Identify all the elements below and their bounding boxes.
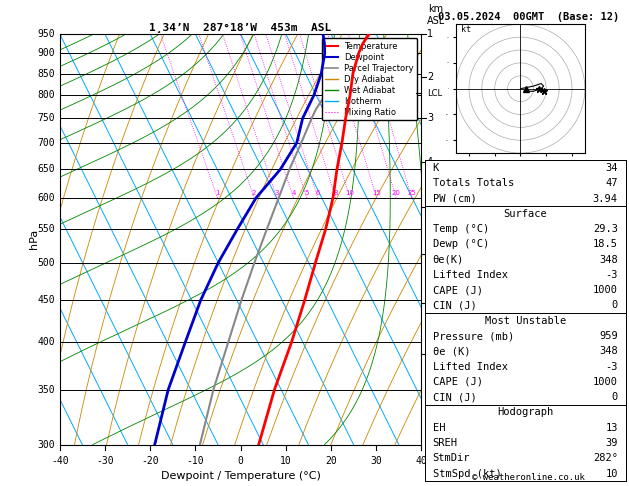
Text: θe (K): θe (K)	[433, 347, 470, 356]
Text: Temp (°C): Temp (°C)	[433, 224, 489, 234]
Text: 13: 13	[605, 423, 618, 433]
Text: 1000: 1000	[593, 285, 618, 295]
Text: CAPE (J): CAPE (J)	[433, 377, 482, 387]
Text: 3.94: 3.94	[593, 193, 618, 204]
Text: Dewp (°C): Dewp (°C)	[433, 240, 489, 249]
Text: 2: 2	[427, 71, 433, 82]
Text: 6: 6	[427, 248, 433, 259]
Text: 5: 5	[427, 202, 433, 212]
Text: 500: 500	[38, 258, 55, 268]
Text: 5: 5	[304, 190, 309, 196]
Text: 282°: 282°	[593, 453, 618, 463]
Text: 0: 0	[611, 300, 618, 311]
Text: 2: 2	[252, 190, 256, 196]
Text: -3: -3	[605, 362, 618, 372]
Title: 1¸34’N  287°18’W  453m  ASL: 1¸34’N 287°18’W 453m ASL	[150, 22, 331, 32]
Text: 34: 34	[605, 163, 618, 173]
Text: 750: 750	[38, 113, 55, 123]
Text: 3: 3	[274, 190, 279, 196]
Text: 8: 8	[333, 190, 338, 196]
Text: 550: 550	[38, 224, 55, 234]
Text: 0: 0	[238, 456, 243, 466]
Bar	[425, 160, 626, 206]
Text: CIN (J): CIN (J)	[433, 392, 476, 402]
Text: 3: 3	[427, 113, 433, 123]
Text: 8: 8	[427, 349, 433, 359]
Text: 30: 30	[370, 456, 382, 466]
Text: 39: 39	[605, 438, 618, 448]
Text: 15: 15	[372, 190, 381, 196]
Text: 950: 950	[38, 29, 55, 39]
Text: PW (cm): PW (cm)	[433, 193, 476, 204]
Text: © weatheronline.co.uk: © weatheronline.co.uk	[472, 473, 585, 482]
Text: 03.05.2024  00GMT  (Base: 12): 03.05.2024 00GMT (Base: 12)	[438, 12, 619, 22]
Text: CAPE (J): CAPE (J)	[433, 285, 482, 295]
Text: EH: EH	[433, 423, 445, 433]
Text: hPa: hPa	[30, 229, 40, 249]
Text: K: K	[433, 163, 439, 173]
Text: -20: -20	[142, 456, 159, 466]
Text: -40: -40	[51, 456, 69, 466]
Text: Hodograph: Hodograph	[497, 407, 554, 417]
Text: Surface: Surface	[503, 209, 547, 219]
Text: 348: 348	[599, 255, 618, 265]
Text: 18.5: 18.5	[593, 240, 618, 249]
Text: SREH: SREH	[433, 438, 458, 448]
Text: -10: -10	[187, 456, 204, 466]
Text: 20: 20	[392, 190, 401, 196]
Text: 348: 348	[599, 347, 618, 356]
Text: 10: 10	[605, 469, 618, 479]
Text: Lifted Index: Lifted Index	[433, 270, 508, 280]
Text: 1: 1	[427, 29, 433, 39]
Text: 700: 700	[38, 138, 55, 148]
Text: θe(K): θe(K)	[433, 255, 464, 265]
Text: kt: kt	[461, 25, 471, 34]
Text: 25: 25	[407, 190, 416, 196]
Text: Dewpoint / Temperature (°C): Dewpoint / Temperature (°C)	[160, 471, 321, 482]
Text: 10: 10	[280, 456, 292, 466]
Text: 900: 900	[38, 48, 55, 58]
Text: 400: 400	[38, 337, 55, 347]
Text: 4: 4	[427, 156, 433, 167]
Text: 650: 650	[38, 164, 55, 174]
Bar	[425, 313, 626, 405]
Text: 850: 850	[38, 69, 55, 79]
Text: 300: 300	[38, 440, 55, 450]
Text: LCL: LCL	[427, 88, 442, 98]
Legend: Temperature, Dewpoint, Parcel Trajectory, Dry Adiabat, Wet Adiabat, Isotherm, Mi: Temperature, Dewpoint, Parcel Trajectory…	[322, 38, 417, 121]
Bar	[425, 206, 626, 313]
Text: km
ASL: km ASL	[426, 4, 445, 26]
Text: 450: 450	[38, 295, 55, 305]
Text: -30: -30	[96, 456, 114, 466]
Text: Pressure (mb): Pressure (mb)	[433, 331, 514, 341]
Text: Lifted Index: Lifted Index	[433, 362, 508, 372]
Text: 1000: 1000	[593, 377, 618, 387]
Text: 6: 6	[316, 190, 320, 196]
Text: 0: 0	[611, 392, 618, 402]
Text: StmDir: StmDir	[433, 453, 470, 463]
Text: 959: 959	[599, 331, 618, 341]
Text: Totals Totals: Totals Totals	[433, 178, 514, 188]
Text: 800: 800	[38, 90, 55, 100]
Text: 4: 4	[291, 190, 296, 196]
Text: StmSpd (kt): StmSpd (kt)	[433, 469, 501, 479]
Text: 600: 600	[38, 193, 55, 203]
Text: 47: 47	[605, 178, 618, 188]
Text: CIN (J): CIN (J)	[433, 300, 476, 311]
Text: 29.3: 29.3	[593, 224, 618, 234]
Text: Mixing Ratio (g/kg): Mixing Ratio (g/kg)	[445, 193, 455, 285]
Text: 10: 10	[345, 190, 354, 196]
Text: 7: 7	[427, 297, 433, 308]
Text: 20: 20	[325, 456, 337, 466]
Bar	[425, 405, 626, 481]
Text: Most Unstable: Most Unstable	[484, 316, 566, 326]
Text: 1: 1	[215, 190, 220, 196]
Text: -3: -3	[605, 270, 618, 280]
Text: 40: 40	[416, 456, 427, 466]
Text: 350: 350	[38, 385, 55, 395]
